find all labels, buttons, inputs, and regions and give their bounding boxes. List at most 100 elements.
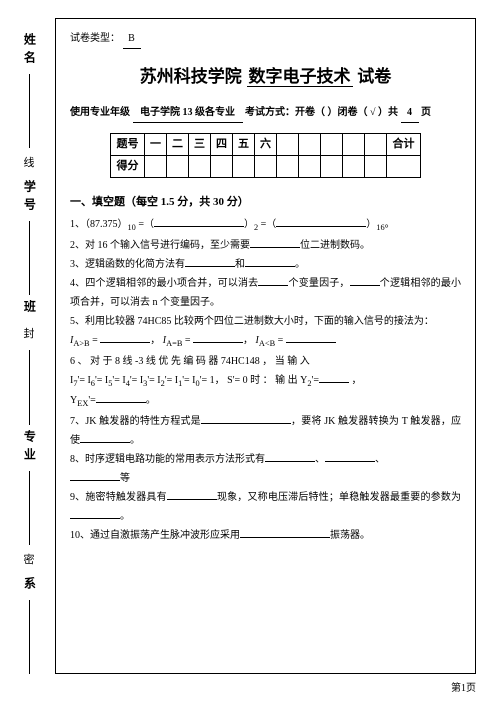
col [321, 134, 343, 156]
fill-blank[interactable] [276, 215, 366, 227]
q-text: =（ [138, 219, 154, 230]
fill-blank[interactable] [80, 431, 130, 443]
q-text: '= I [182, 375, 195, 386]
q-text: 5、利用比较器 74HC85 比较两个四位二进制数大小时，下面的输入信号的接法为… [70, 316, 434, 327]
question-9: 9、施密特触发器具有现象，又称电压滞后特性；单稳触发器最重要的参数为。 [70, 488, 461, 526]
subscript: 16 [376, 223, 384, 232]
fill-blank[interactable] [258, 274, 288, 286]
meta-pages: 4 [401, 103, 419, 123]
label-class: 班 [18, 300, 41, 318]
fill-blank[interactable] [240, 526, 330, 538]
question-10: 10、通过自激振荡产生脉冲波形应采用振荡器。 [70, 526, 461, 545]
fill-blank[interactable] [286, 331, 336, 343]
fill-blank[interactable] [325, 450, 375, 462]
paper-type-value: B [123, 29, 141, 49]
cell [211, 156, 233, 178]
page-number: 第1页 [451, 679, 476, 698]
fill-blank[interactable] [100, 331, 150, 343]
col: 二 [167, 134, 189, 156]
meta-mode1: 考试方式：开卷（ [245, 107, 325, 118]
fill-blank[interactable] [245, 255, 295, 267]
cell [343, 156, 365, 178]
col [343, 134, 365, 156]
question-3: 3、逻辑函数的化简方法有和。 [70, 255, 461, 274]
q-text: 。 [146, 395, 156, 406]
q-text: 振荡器。 [330, 530, 370, 541]
q-text: 9、施密特触发器具有 [70, 492, 167, 503]
table-row: 题号 一 二 三 四 五 六 合计 [111, 134, 421, 156]
fill-blank[interactable] [185, 255, 235, 267]
q-text: 和 [235, 259, 245, 270]
q-text: '= 1， [200, 375, 225, 386]
q-text: 2、对 16 个输入信号进行编码，至少需要 [70, 240, 250, 251]
q-text: 7、JK 触发器的特性方程式是 [70, 416, 201, 427]
fill-blank[interactable] [350, 274, 380, 286]
exam-meta: 使用专业年级 电子学院 13 级各专业 考试方式：开卷（ ）闭卷（ √ ）共 4… [70, 103, 461, 123]
q-text: 、 [315, 454, 325, 465]
mark-line: 线 [24, 153, 35, 174]
fill-blank[interactable] [201, 412, 291, 424]
mark-secret: 密 [24, 550, 35, 571]
q-text: =（ [261, 219, 277, 230]
label-major: 专业 [18, 430, 41, 466]
fill-blank[interactable] [265, 450, 315, 462]
fill-blank[interactable] [319, 371, 349, 383]
fill-blank[interactable] [70, 507, 120, 519]
q-text: '= I [147, 375, 160, 386]
q-text: '= [312, 375, 319, 386]
cell [321, 156, 343, 178]
paper-type-row: 试卷类型： B [70, 29, 461, 49]
subscript: 10 [128, 223, 136, 232]
label-dept: 系 [18, 577, 41, 595]
col: 一 [145, 134, 167, 156]
cell [233, 156, 255, 178]
q-text: '= I [112, 375, 125, 386]
q-text: 位二进制数码。 [300, 240, 370, 251]
subscript: A<B [259, 339, 275, 348]
q-text: ， [349, 375, 362, 386]
q-text: 。 [385, 219, 395, 230]
table-row: 得分 [111, 156, 421, 178]
vline [29, 74, 30, 148]
q-text: '= I [78, 375, 91, 386]
vline [29, 350, 30, 424]
vline [29, 471, 30, 545]
question-1: 1、（87.375）10 =（）2 =（）16。 [70, 215, 461, 236]
fill-blank[interactable] [70, 469, 120, 481]
section-title: 一、填空题（每空 1.5 分，共 30 分） [70, 192, 461, 213]
fill-blank[interactable] [167, 488, 217, 500]
q-text: = [90, 335, 101, 346]
row-head: 得分 [111, 156, 145, 178]
label-id: 学号 [18, 180, 41, 216]
fill-blank[interactable] [250, 236, 300, 248]
school-name: 苏州科技学院 [140, 67, 242, 86]
question-8: 8、时序逻辑电路功能的常用表示方法形式有、、 等 [70, 450, 461, 488]
q-text: 。 [120, 511, 130, 522]
cell [277, 156, 299, 178]
fill-blank[interactable] [154, 215, 244, 227]
exam-frame: 试卷类型： B 苏州科技学院 数字电子技术 试卷 使用专业年级 电子学院 13 … [55, 18, 476, 674]
col: 三 [189, 134, 211, 156]
fill-blank[interactable] [96, 391, 146, 403]
q-text: 。 [130, 435, 140, 446]
question-2: 2、对 16 个输入信号进行编码，至少需要 位二进制数码。 [70, 236, 461, 255]
cell [145, 156, 167, 178]
subscript: A>B [73, 339, 89, 348]
q-text: S'= 0 时 ： 输 出 Y [227, 375, 307, 386]
col: 五 [233, 134, 255, 156]
q-text: 等 [120, 473, 130, 484]
subscript: A=B [166, 339, 182, 348]
meta-major: 电子学院 13 级各专业 [133, 103, 243, 123]
fill-blank[interactable] [193, 331, 243, 343]
paper-type-label: 试卷类型： [70, 33, 120, 44]
col [277, 134, 299, 156]
col [365, 134, 387, 156]
q-text: = [182, 335, 193, 346]
q-text: 8、时序逻辑电路功能的常用表示方法形式有 [70, 454, 265, 465]
q-text: '= I [95, 375, 108, 386]
score-table: 题号 一 二 三 四 五 六 合计 得分 [110, 133, 421, 178]
q-text: '= I [130, 375, 143, 386]
exam-title: 苏州科技学院 数字电子技术 试卷 [70, 61, 461, 93]
meta-prefix: 使用专业年级 [70, 107, 130, 118]
label-name: 姓名 [18, 33, 41, 69]
